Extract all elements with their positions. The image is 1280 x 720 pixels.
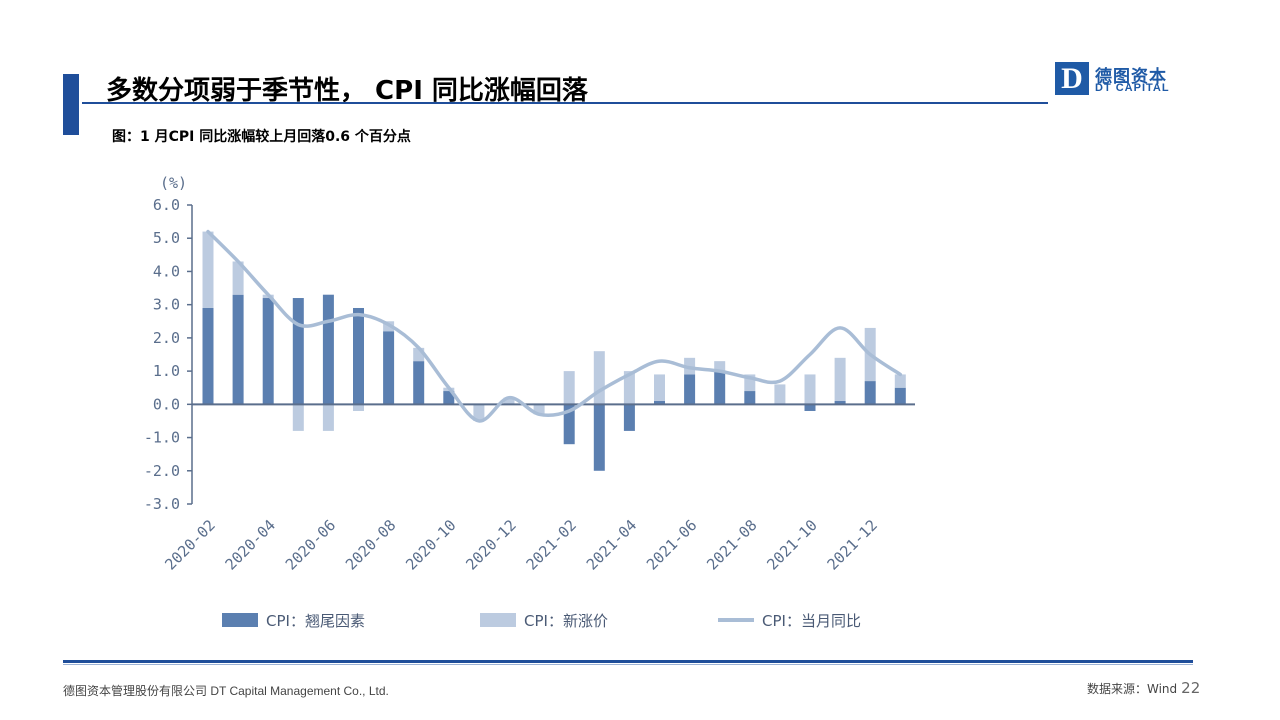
bar-carryover [563,404,575,445]
bar-new-price [292,404,304,431]
bar-carryover [864,381,876,405]
bar-carryover [714,371,726,405]
y-tick-label: -2.0 [144,462,180,480]
x-tick-label: 2020-06 [282,516,339,573]
y-tick-label: 0.0 [153,395,180,413]
bar-carryover [654,401,665,405]
bar-carryover [593,404,605,471]
y-unit-label: (%) [160,174,187,192]
legend-label: CPI：翘尾因素 [266,612,365,630]
bar-new-price [623,371,635,405]
bar-carryover [262,298,274,405]
legend-label: CPI：当月同比 [762,612,861,630]
bar-carryover [232,294,244,405]
bar-carryover [383,331,395,405]
y-tick-label: 5.0 [153,229,180,247]
data-source: 数据来源：Wind [1087,682,1178,696]
y-tick-label: 3.0 [153,296,180,314]
x-tick-label: 2021-08 [703,516,760,573]
x-tick-label: 2020-02 [161,516,218,573]
legend-swatch [222,613,258,627]
bar-new-price [714,361,726,372]
bar-new-price [654,374,665,402]
bar-new-price [593,351,605,405]
bar-carryover [744,391,756,405]
bar-new-price [413,347,425,362]
bar-new-price [232,261,244,295]
bar-new-price [353,404,364,411]
x-tick-label: 2020-10 [402,516,459,573]
footer-company: 德图资本管理股份有限公司 DT Capital Management Co., … [63,684,389,698]
x-tick-label: 2020-04 [222,516,279,573]
company-logo: D 德图资本 DT CAPITAL [1055,62,1205,98]
bar-new-price [503,397,515,405]
bar-new-price [533,404,545,415]
cpi-chart: 6.0 5.0 4.0 3.0 2.0 1.0 0.0 -1.0 -2.0 -3.0 (%) 2020… [144,174,915,630]
footer-divider-thin [63,664,1193,665]
bar-new-price [804,374,816,405]
footer-divider [63,660,1193,663]
chart-caption: 图：1 月CPI 同比涨幅较上月回落0.6 个百分点 [112,129,411,145]
bar-carryover [623,404,635,431]
bar-carryover [834,401,846,405]
x-tick-label: 2020-08 [342,516,399,573]
bar-new-price [563,371,575,405]
page-number: 22 [1181,679,1201,697]
logo-mark: D [1055,62,1089,95]
logo-name-en: DT CAPITAL [1095,82,1170,94]
legend-swatch [480,613,516,627]
legend-label: CPI：新涨价 [524,612,608,630]
y-tick-label: -1.0 [144,429,180,447]
bar-carryover [322,294,334,405]
bar-carryover [413,361,425,405]
y-tick-label: 2.0 [153,329,180,347]
bar-new-price [473,404,485,421]
y-tick-label: 4.0 [153,262,180,280]
bar-carryover [353,307,364,405]
bar-carryover [804,404,816,411]
bar-new-price [322,404,334,431]
bar-new-price [774,384,786,405]
x-tick-label: 2021-02 [523,516,580,573]
line-cpi-yoy [206,229,903,423]
bar-new-price [744,374,756,392]
bar-carryover [202,307,214,405]
x-tick-label: 2020-12 [462,516,519,573]
bar-new-price [834,357,846,402]
title-accent-bar [63,74,79,135]
x-tick-label: 2021-10 [763,516,820,573]
x-tick-label: 2021-04 [583,516,640,573]
footer-source: 数据来源：Wind 22 [1087,679,1200,697]
x-tick-label: 2021-06 [643,516,700,573]
title-divider [82,102,1048,104]
bar-carryover [292,298,304,405]
y-tick-label: 6.0 [153,196,180,214]
x-tick-label: 2021-12 [824,516,881,573]
bar-carryover [443,391,455,405]
logo-name-cn: 德图资本 [1095,67,1167,87]
bar-carryover [894,387,906,405]
y-tick-label: -3.0 [144,495,180,513]
bar-carryover [684,374,696,405]
bar-new-price [894,374,906,388]
y-tick-label: 1.0 [153,362,180,380]
bar-new-price [202,231,214,308]
page-title: 多数分项弱于季节性， CPI 同比涨幅回落 [106,76,588,106]
